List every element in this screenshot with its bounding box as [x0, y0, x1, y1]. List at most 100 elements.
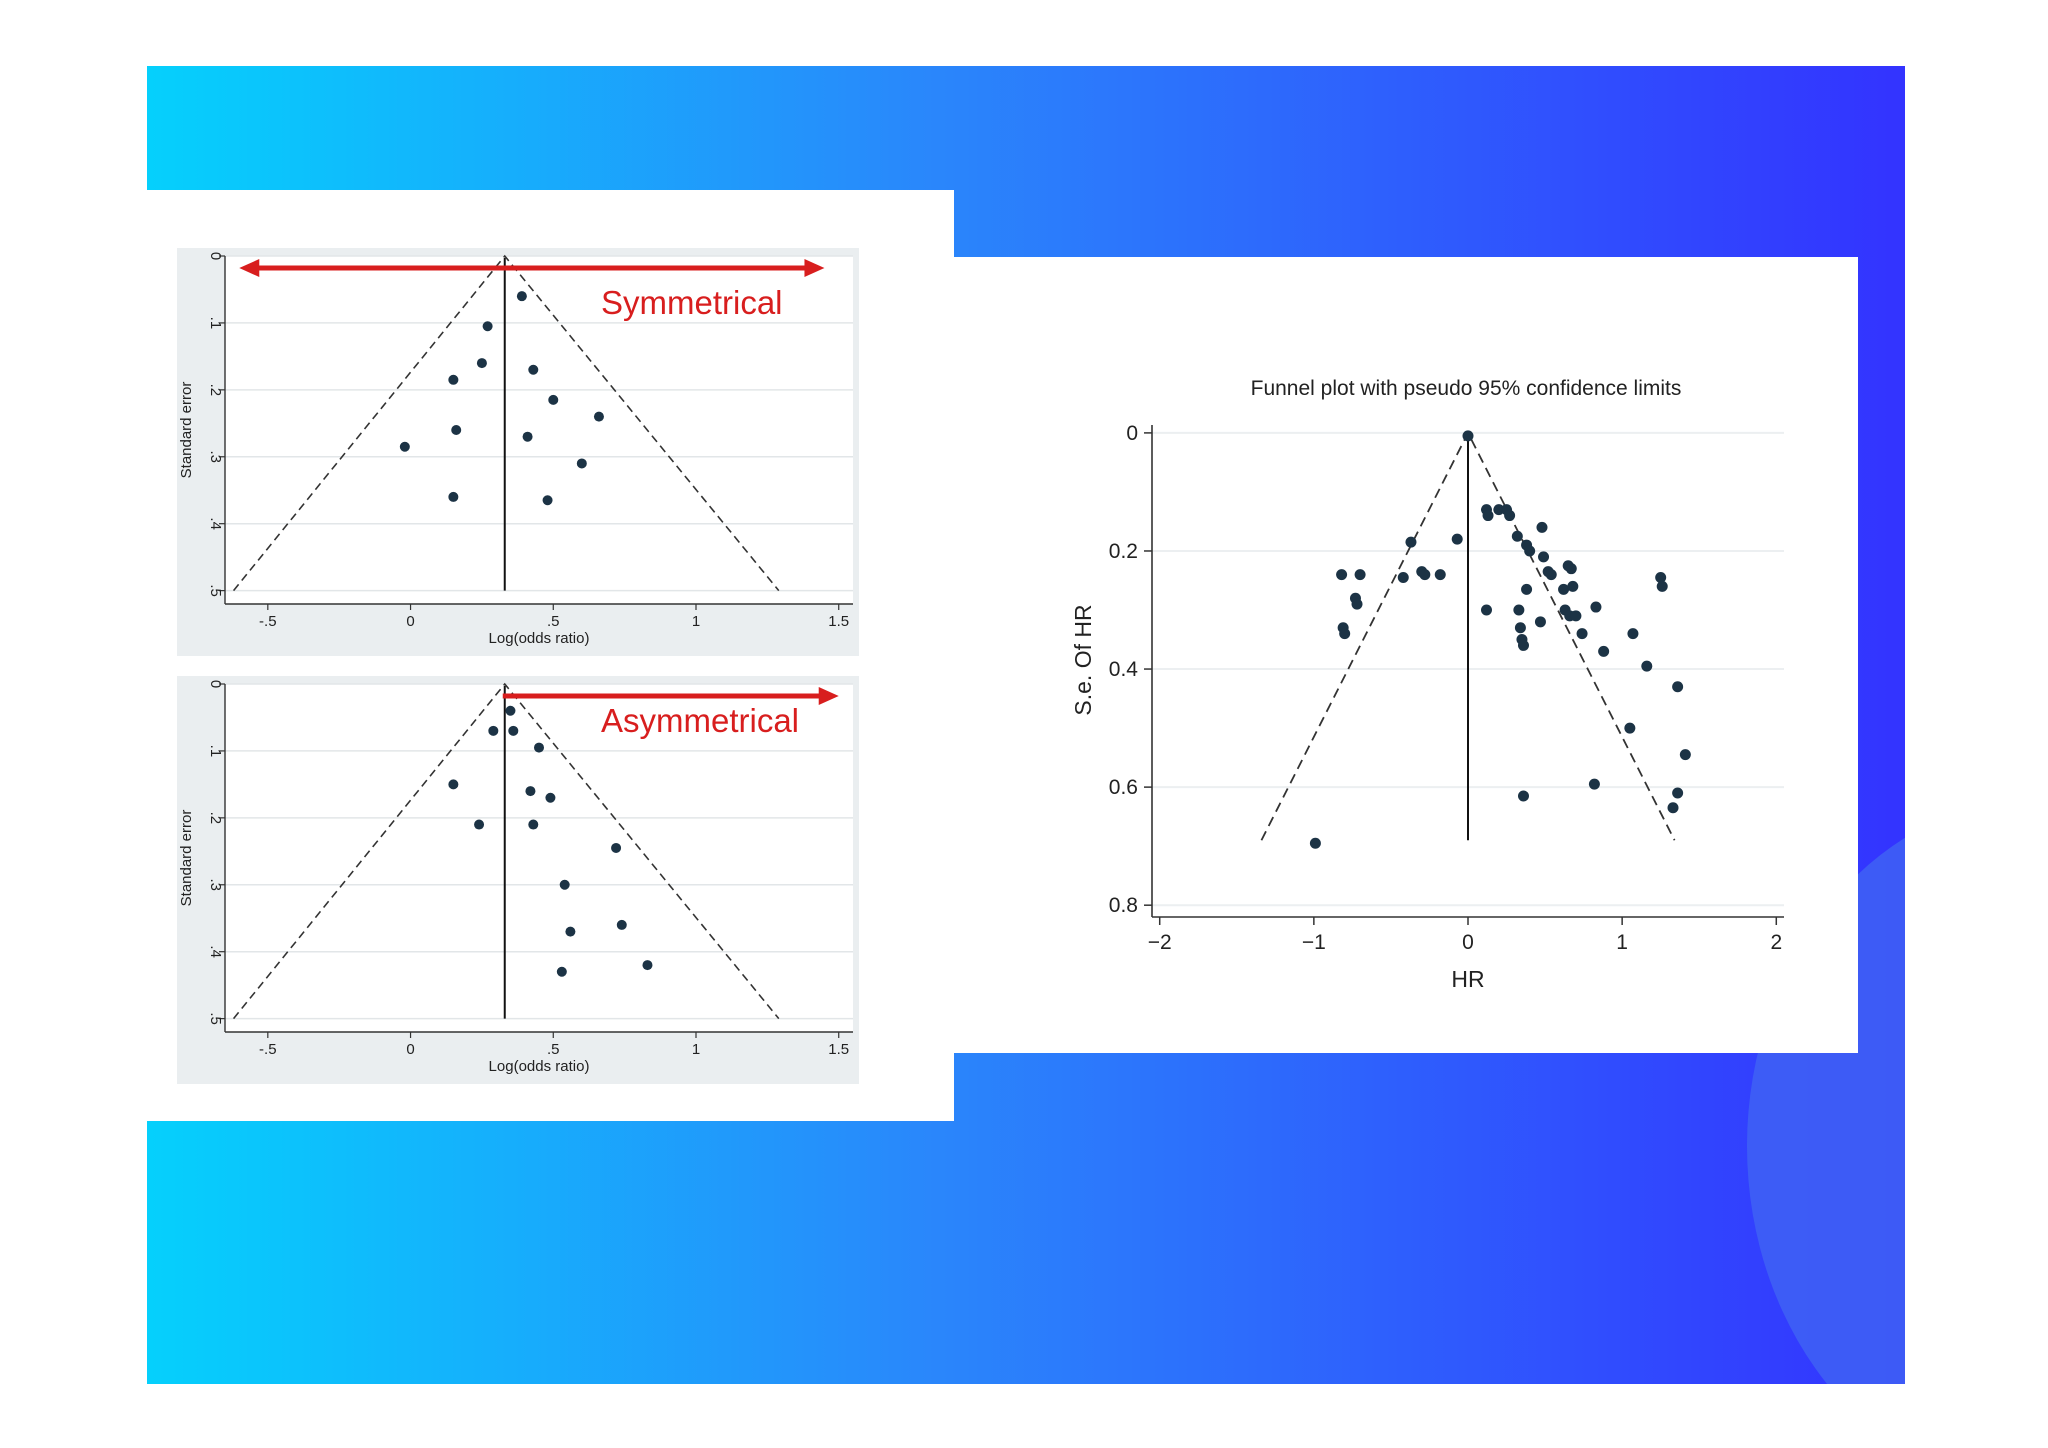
data-point	[448, 779, 459, 790]
data-point	[1536, 521, 1548, 533]
data-point	[1534, 616, 1546, 628]
plot-area	[225, 256, 853, 604]
x-axis-label: Log(odds ratio)	[489, 1058, 590, 1075]
y-tick-label: 0.4	[1109, 658, 1139, 681]
data-point	[1434, 569, 1446, 581]
y-tick-label: .1	[207, 317, 224, 330]
data-point	[448, 374, 459, 385]
x-tick-label: −2	[1148, 931, 1172, 954]
data-point	[1570, 610, 1582, 622]
x-tick-label: -.5	[259, 613, 277, 630]
x-tick-label: 1	[1616, 931, 1628, 954]
data-point	[528, 819, 539, 830]
x-axis-label: Log(odds ratio)	[489, 630, 590, 647]
y-tick-label: .4	[207, 945, 224, 958]
symmetrical-funnel-plot: 0 .1 .2 .3 .4 .5 -.5 0 .5 1 1.5 Log(odds ratio) Stan…	[177, 248, 859, 656]
x-tick-label: 1.5	[828, 1041, 849, 1058]
y-tick-label: .3	[207, 451, 224, 464]
data-point	[1641, 660, 1653, 672]
y-tick-label: 0.2	[1109, 540, 1138, 563]
data-point	[611, 842, 622, 853]
y-axis-label: Standard error	[178, 382, 195, 479]
data-point	[542, 495, 553, 506]
x-tick-label: -.5	[259, 1041, 277, 1058]
data-point	[556, 966, 567, 977]
data-point	[482, 321, 493, 332]
y-tick-label: .3	[207, 879, 224, 892]
data-point	[593, 411, 604, 422]
data-point	[399, 441, 410, 452]
x-tick-label: 1.5	[828, 613, 849, 630]
x-tick-label: .5	[547, 1041, 560, 1058]
data-point	[1517, 639, 1529, 651]
x-tick-label: 1	[692, 1041, 700, 1058]
data-point	[1627, 628, 1639, 640]
pseudo-confidence-limits	[232, 254, 780, 592]
data-point	[534, 742, 544, 753]
plot-area	[225, 684, 853, 1032]
data-point	[1672, 681, 1684, 693]
data-point	[1679, 749, 1691, 761]
data-point	[1576, 628, 1588, 640]
data-point	[545, 792, 556, 803]
data-point	[1590, 601, 1602, 613]
data-point	[1517, 790, 1529, 802]
data-point	[1419, 569, 1431, 581]
x-tick-label: 0	[406, 1041, 414, 1058]
data-point	[1504, 510, 1516, 522]
y-tick-label: 0.8	[1109, 894, 1138, 917]
data-point	[1397, 572, 1409, 584]
data-point	[516, 291, 527, 302]
data-point	[1354, 569, 1366, 581]
data-point	[559, 879, 570, 890]
data-point	[1655, 572, 1667, 584]
data-point	[488, 725, 499, 736]
data-point	[1462, 430, 1474, 442]
x-tick-label: 2	[1770, 931, 1782, 954]
data-point	[1656, 580, 1668, 592]
data-point	[1336, 569, 1348, 581]
data-point	[1480, 604, 1492, 616]
data-point	[525, 786, 536, 797]
data-point	[576, 458, 587, 469]
hr-funnel-plot: Funnel plot with pseudo 95% confidence l…	[1070, 377, 1784, 992]
annotation-arrowhead-right	[804, 259, 825, 278]
data-point	[1667, 802, 1679, 814]
data-point	[1451, 533, 1463, 545]
y-axis-label: Standard error	[178, 810, 195, 907]
x-tick-label: 1	[692, 613, 700, 630]
data-point	[1493, 504, 1505, 516]
data-point	[1513, 604, 1525, 616]
data-point	[1309, 837, 1321, 849]
data-point	[476, 358, 487, 369]
y-tick-label: 0	[207, 680, 224, 688]
data-point	[1567, 580, 1579, 592]
data-point	[505, 705, 516, 716]
annotation-label: Asymmetrical	[601, 702, 799, 739]
y-tick-label: 0.6	[1109, 776, 1138, 799]
data-point	[1538, 551, 1550, 563]
annotation-arrowhead-right	[818, 687, 839, 706]
y-tick-label: .1	[207, 745, 224, 758]
y-tick-label: .2	[207, 384, 224, 397]
annotation-label: Symmetrical	[601, 284, 783, 321]
data-point	[1565, 563, 1577, 575]
data-point	[1672, 787, 1684, 799]
y-tick-label: 0	[207, 252, 224, 260]
data-point	[474, 819, 485, 830]
data-point	[548, 394, 559, 405]
data-point	[1545, 569, 1557, 581]
data-point	[508, 725, 519, 736]
asymmetrical-funnel-plot: 0 .1 .2 .3 .4 .5 -.5 0 .5 1 1.5 Log(odds ratio) Stan…	[177, 676, 859, 1084]
x-tick-label: 0	[406, 613, 414, 630]
data-point	[528, 364, 539, 375]
data-point	[448, 491, 459, 502]
pseudo-confidence-limits	[232, 682, 780, 1020]
data-point	[451, 425, 462, 435]
data-point	[1339, 628, 1351, 640]
y-tick-label: 0	[1126, 422, 1138, 445]
y-tick-label: .5	[207, 584, 224, 597]
data-point	[1598, 645, 1610, 657]
annotation-arrowhead-left	[239, 259, 260, 278]
data-point	[522, 431, 533, 442]
